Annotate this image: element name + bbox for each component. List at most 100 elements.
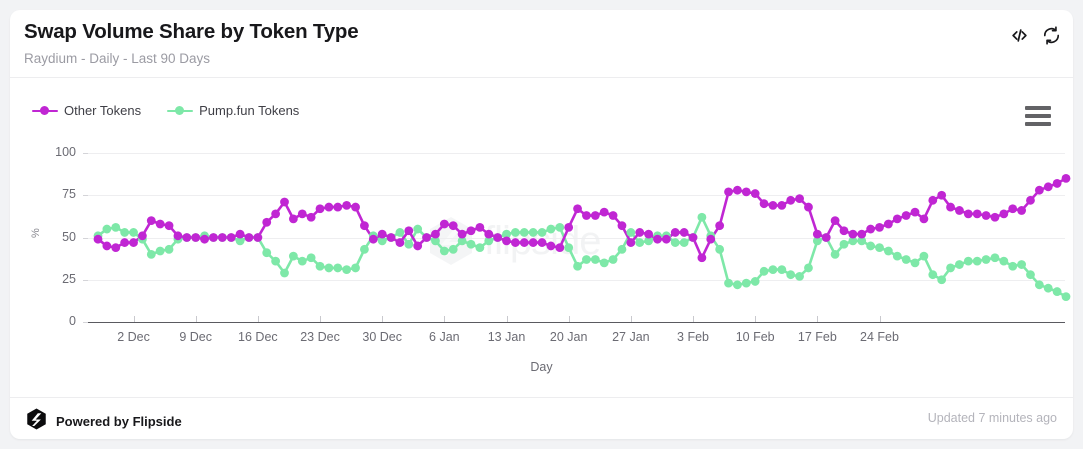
refresh-icon[interactable] bbox=[1042, 26, 1061, 45]
data-point[interactable] bbox=[919, 214, 929, 224]
data-point[interactable] bbox=[981, 255, 991, 264]
data-point[interactable] bbox=[368, 234, 378, 244]
data-point[interactable] bbox=[555, 243, 565, 253]
data-point[interactable] bbox=[306, 212, 316, 222]
data-point[interactable] bbox=[377, 236, 387, 246]
data-point[interactable] bbox=[715, 244, 725, 254]
data-point[interactable] bbox=[422, 233, 431, 242]
data-point[interactable] bbox=[564, 222, 574, 232]
data-point[interactable] bbox=[280, 197, 289, 207]
data-point[interactable] bbox=[493, 233, 503, 242]
data-point[interactable] bbox=[342, 200, 352, 210]
data-point[interactable] bbox=[324, 202, 334, 212]
data-point[interactable] bbox=[360, 244, 369, 254]
data-point[interactable] bbox=[102, 224, 112, 234]
data-point[interactable] bbox=[608, 255, 618, 264]
data-point[interactable] bbox=[670, 228, 680, 237]
data-point[interactable] bbox=[129, 238, 138, 247]
data-point[interactable] bbox=[155, 246, 165, 256]
data-point[interactable] bbox=[830, 250, 840, 259]
data-point[interactable] bbox=[928, 195, 938, 205]
data-point[interactable] bbox=[173, 231, 183, 241]
data-point[interactable] bbox=[706, 234, 716, 244]
data-point[interactable] bbox=[590, 211, 600, 220]
data-point[interactable] bbox=[1043, 283, 1053, 293]
data-point[interactable] bbox=[200, 234, 209, 244]
data-point[interactable] bbox=[111, 222, 121, 232]
data-point[interactable] bbox=[1043, 182, 1053, 192]
data-point[interactable] bbox=[1061, 292, 1071, 302]
data-point[interactable] bbox=[315, 261, 325, 271]
data-point[interactable] bbox=[111, 243, 121, 253]
data-point[interactable] bbox=[875, 222, 884, 232]
data-point[interactable] bbox=[448, 244, 458, 254]
data-point[interactable] bbox=[910, 258, 920, 268]
data-point[interactable] bbox=[635, 238, 645, 247]
data-point[interactable] bbox=[306, 253, 316, 263]
data-point[interactable] bbox=[759, 266, 769, 276]
data-point[interactable] bbox=[244, 233, 254, 242]
data-point[interactable] bbox=[901, 255, 911, 264]
data-point[interactable] bbox=[528, 238, 538, 247]
data-point[interactable] bbox=[510, 238, 520, 247]
data-point[interactable] bbox=[510, 228, 520, 237]
data-point[interactable] bbox=[608, 211, 618, 220]
data-point[interactable] bbox=[821, 233, 831, 242]
data-point[interactable] bbox=[333, 263, 343, 273]
data-point[interactable] bbox=[102, 241, 112, 251]
data-point[interactable] bbox=[537, 238, 547, 247]
data-point[interactable] bbox=[235, 236, 245, 246]
data-point[interactable] bbox=[972, 256, 982, 266]
data-point[interactable] bbox=[1034, 185, 1044, 195]
data-point[interactable] bbox=[217, 233, 227, 242]
data-point[interactable] bbox=[360, 221, 369, 231]
data-point[interactable] bbox=[573, 204, 582, 214]
data-point[interactable] bbox=[804, 263, 813, 273]
data-point[interactable] bbox=[590, 255, 600, 264]
data-point[interactable] bbox=[475, 222, 485, 232]
data-point[interactable] bbox=[457, 236, 467, 246]
data-point[interactable] bbox=[448, 221, 458, 231]
data-point[interactable] bbox=[883, 246, 893, 256]
data-point[interactable] bbox=[786, 195, 796, 205]
data-point[interactable] bbox=[377, 229, 387, 239]
data-point[interactable] bbox=[617, 221, 627, 231]
data-point[interactable] bbox=[750, 189, 760, 198]
data-point[interactable] bbox=[990, 253, 1000, 263]
data-point[interactable] bbox=[955, 260, 964, 269]
code-icon[interactable] bbox=[1010, 26, 1029, 45]
data-point[interactable] bbox=[120, 238, 130, 247]
data-point[interactable] bbox=[253, 233, 263, 242]
data-point[interactable] bbox=[999, 209, 1009, 219]
data-point[interactable] bbox=[963, 256, 973, 266]
data-point[interactable] bbox=[697, 212, 707, 222]
data-point[interactable] bbox=[262, 248, 272, 258]
data-point[interactable] bbox=[741, 278, 751, 288]
data-point[interactable] bbox=[297, 256, 307, 266]
data-point[interactable] bbox=[963, 209, 973, 219]
data-point[interactable] bbox=[901, 211, 911, 220]
data-point[interactable] bbox=[617, 244, 627, 254]
data-point[interactable] bbox=[439, 246, 449, 256]
data-point[interactable] bbox=[937, 275, 947, 285]
data-point[interactable] bbox=[1061, 173, 1071, 183]
data-point[interactable] bbox=[599, 258, 609, 268]
data-point[interactable] bbox=[661, 234, 671, 244]
data-point[interactable] bbox=[866, 224, 876, 234]
data-point[interactable] bbox=[848, 229, 858, 239]
data-point[interactable] bbox=[413, 224, 423, 234]
data-point[interactable] bbox=[519, 228, 529, 237]
data-point[interactable] bbox=[848, 236, 858, 246]
data-point[interactable] bbox=[271, 256, 281, 266]
data-point[interactable] bbox=[146, 216, 156, 225]
data-point[interactable] bbox=[812, 229, 822, 239]
data-point[interactable] bbox=[351, 263, 360, 273]
data-point[interactable] bbox=[1052, 287, 1062, 296]
data-point[interactable] bbox=[226, 233, 236, 242]
data-point[interactable] bbox=[892, 251, 902, 261]
data-point[interactable] bbox=[386, 233, 396, 242]
data-point[interactable] bbox=[875, 243, 884, 253]
data-point[interactable] bbox=[164, 244, 174, 254]
data-point[interactable] bbox=[804, 202, 813, 212]
data-point[interactable] bbox=[1026, 270, 1035, 280]
